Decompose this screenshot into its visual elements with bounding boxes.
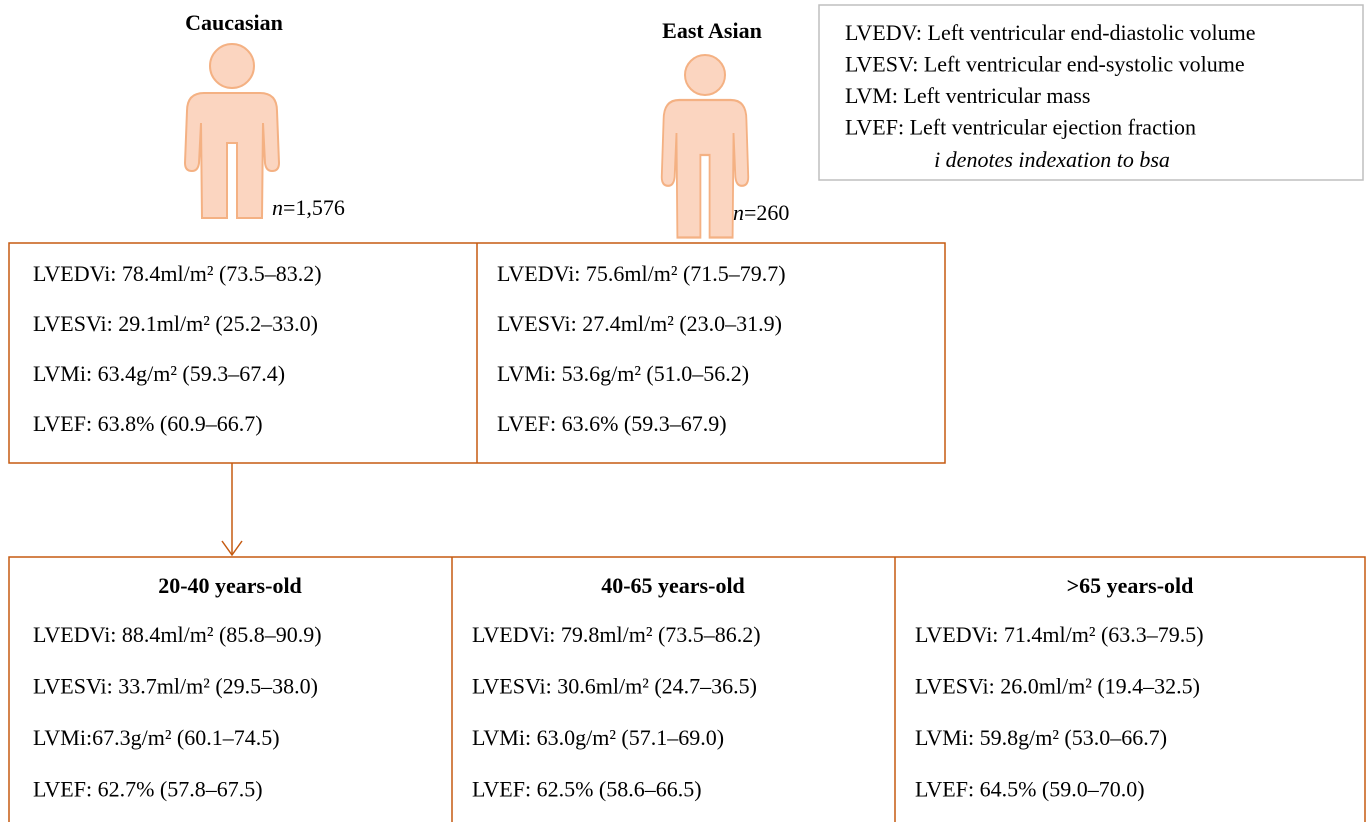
stat-line: LVESVi: 33.7ml/m² (29.5–38.0): [33, 674, 318, 699]
ethnicity-box: [8, 242, 946, 464]
stat-line: LVMi: 59.8g/m² (53.0–66.7): [915, 725, 1167, 750]
legend-line: LVESV: Left ventricular end-systolic vol…: [845, 52, 1245, 77]
stat-line: LVEDVi: 79.8ml/m² (73.5–86.2): [472, 622, 761, 647]
age-title: >65 years-old: [1067, 573, 1194, 598]
age-box: [8, 556, 1366, 822]
group-title: Caucasian: [185, 10, 283, 35]
age-title: 20-40 years-old: [158, 573, 302, 598]
legend-line: LVEF: Left ventricular ejection fraction: [845, 115, 1196, 140]
stat-line: LVEF: 64.5% (59.0–70.0): [915, 777, 1145, 802]
legend-line: LVEDV: Left ventricular end-diastolic vo…: [845, 20, 1256, 45]
n-value: =1,576: [283, 195, 345, 220]
stat-line: LVEDVi: 78.4ml/m² (73.5–83.2): [33, 261, 322, 286]
sample-size: n=1,576: [272, 195, 345, 220]
person-icon: [184, 43, 280, 219]
legend-box: [818, 4, 1364, 181]
stat-line: LVEF: 62.5% (58.6–66.5): [472, 777, 702, 802]
arrow: [221, 463, 243, 557]
sample-size: n=260: [733, 200, 789, 225]
stat-line: LVEF: 62.7% (57.8–67.5): [33, 777, 263, 802]
stat-line: LVMi: 53.6g/m² (51.0–56.2): [497, 361, 749, 386]
stat-line: LVEDVi: 75.6ml/m² (71.5–79.7): [497, 261, 786, 286]
n-symbol: n: [272, 195, 283, 220]
stat-line: LVESVi: 26.0ml/m² (19.4–32.5): [915, 674, 1200, 699]
stat-line: LVESVi: 29.1ml/m² (25.2–33.0): [33, 311, 318, 336]
group-title: East Asian: [662, 18, 762, 43]
stat-line: LVEDVi: 88.4ml/m² (85.8–90.9): [33, 622, 322, 647]
person-icon: [660, 54, 750, 239]
stat-line: LVESVi: 30.6ml/m² (24.7–36.5): [472, 674, 757, 699]
legend-note: i denotes indexation to bsa: [934, 147, 1170, 172]
n-value: =260: [744, 200, 789, 225]
stat-line: LVESVi: 27.4ml/m² (23.0–31.9): [497, 311, 782, 336]
legend-line: LVM: Left ventricular mass: [845, 83, 1090, 108]
stat-line: LVEDVi: 71.4ml/m² (63.3–79.5): [915, 622, 1204, 647]
stat-line: LVMi:67.3g/m² (60.1–74.5): [33, 725, 280, 750]
stat-line: LVEF: 63.6% (59.3–67.9): [497, 411, 727, 436]
stat-line: LVEF: 63.8% (60.9–66.7): [33, 411, 263, 436]
n-symbol: n: [733, 200, 744, 225]
stat-line: LVMi: 63.0g/m² (57.1–69.0): [472, 725, 724, 750]
stat-line: LVMi: 63.4g/m² (59.3–67.4): [33, 361, 285, 386]
age-title: 40-65 years-old: [601, 573, 745, 598]
